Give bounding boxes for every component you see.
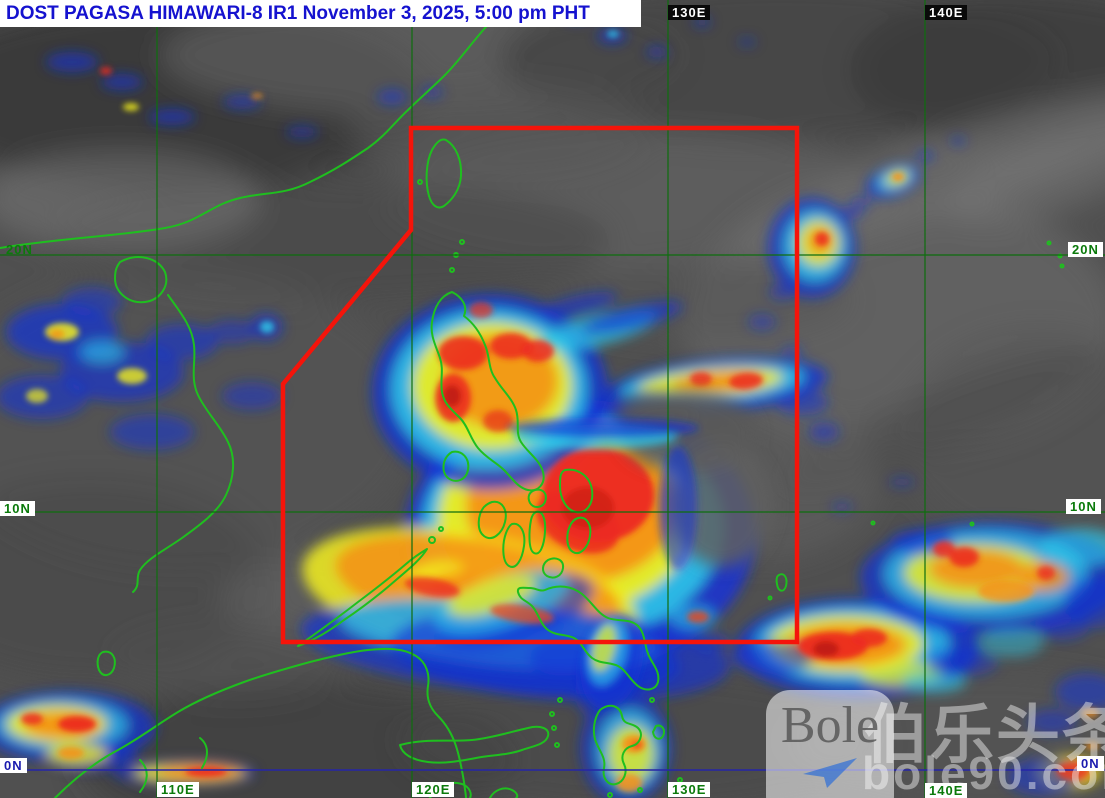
coast-negros: [502, 522, 526, 568]
coast-mindoro: [442, 450, 470, 482]
grid-label-left-20n: 20N: [6, 242, 33, 257]
coastline-layer: [0, 0, 1065, 798]
coast-cebu: [528, 510, 547, 555]
grid-label-bottom-140e: 140E: [925, 783, 968, 798]
watermark-logo-text: Bole: [780, 697, 880, 754]
par-boundary: [280, 125, 800, 645]
paper-plane-icon: [803, 758, 857, 788]
typhoon-dry-slot: [615, 392, 774, 567]
coast-hainan: [114, 256, 168, 304]
grid-label-right-10n: 10N: [1066, 499, 1101, 514]
coast-taiwan: [425, 138, 463, 209]
coast-borneo-island: [96, 650, 116, 676]
coast-vietnam: [132, 294, 234, 593]
page-title: DOST PAGASA HIMAWARI-8 IR1 November 3, 2…: [6, 3, 590, 24]
grid-label-bottom-110e: 110E: [157, 782, 199, 797]
coast-bohol: [542, 557, 565, 579]
coast-luzon: [430, 291, 545, 492]
grid-label-top-140e: 140E: [925, 5, 968, 20]
watermark-site-text: bole90.com: [862, 747, 1105, 798]
convection-cores: [21, 30, 1099, 792]
grid-label-bottom-120e: 120E: [412, 782, 455, 797]
coast-halmahera: [592, 704, 642, 786]
grid-label-top-130e: 130E: [668, 5, 711, 20]
coast-masbate: [527, 488, 547, 508]
title-bar: DOST PAGASA HIMAWARI-8 IR1 November 3, 2…: [0, 0, 641, 27]
coast-palau: [775, 573, 788, 592]
coast-sulawesi: [399, 725, 550, 764]
watermark-logo-box: Bole: [766, 690, 894, 798]
grid-label-bottom-130e: 130E: [668, 782, 711, 797]
coast-china: [0, 0, 516, 249]
coast-mindanao: [516, 585, 660, 691]
grid-label-right-20n: 20N: [1068, 242, 1103, 257]
grid-label-left-0n: 0N: [0, 758, 27, 773]
coast-leyte: [566, 516, 592, 554]
coast-palawan: [297, 548, 428, 647]
grid-label-right-0n: 0N: [1077, 756, 1104, 771]
coast-borneo: [54, 647, 467, 798]
watermark-brand-text: 伯乐头条: [864, 699, 1105, 771]
grid-label-left-10n: 10N: [0, 501, 35, 516]
